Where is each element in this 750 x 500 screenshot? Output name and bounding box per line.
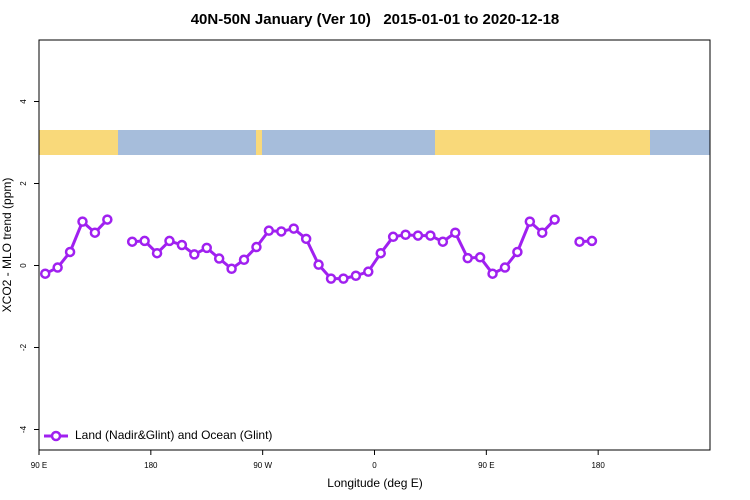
data-point [164, 235, 175, 247]
legend-label: Land (Nadir&Glint) and Ocean (Glint) [75, 428, 272, 442]
data-point [549, 214, 560, 225]
data-point [64, 246, 76, 258]
data-point [375, 247, 386, 259]
data-point [350, 270, 362, 281]
y-axis-label: XCO2 - MLO trend (ppm) [0, 178, 14, 313]
x-tick-label: 0 [372, 461, 377, 470]
x-tick-label: 180 [144, 461, 158, 470]
x-axis-label: Longitude (deg E) [327, 476, 422, 490]
data-point [77, 216, 88, 227]
data-point [437, 236, 449, 247]
data-point [450, 227, 461, 238]
x-tick-label: 90 E [478, 461, 494, 470]
data-point [338, 273, 349, 284]
chart-title: 40N-50N January (Ver 10) 2015-01-01 to 2… [191, 11, 560, 28]
data-point [586, 235, 598, 247]
data-point [263, 225, 275, 236]
x-tick-label: 90 E [31, 461, 47, 470]
data-point [363, 266, 374, 277]
data-point [288, 223, 299, 234]
data-point [276, 226, 287, 237]
data-point [201, 242, 212, 254]
legend-marker [50, 430, 62, 442]
data-point [176, 239, 188, 251]
data-point [425, 230, 436, 241]
data-point [487, 268, 498, 279]
data-point [189, 249, 200, 260]
data-point [412, 230, 424, 241]
land [435, 130, 650, 155]
data-point [52, 262, 63, 273]
map-strip [39, 130, 710, 155]
data-point [39, 268, 51, 279]
data-point [537, 227, 548, 238]
data-point [524, 216, 536, 227]
y-tick-label: 4 [19, 99, 28, 104]
data-point [89, 227, 101, 238]
data-point [300, 233, 312, 245]
data-point [126, 236, 138, 247]
data-point [213, 253, 225, 264]
y-tick-label: 0 [19, 263, 28, 268]
x-tick-label: 90 W [253, 461, 272, 470]
data-point [474, 252, 486, 263]
data-point [512, 246, 523, 258]
y-tick-label: -2 [19, 343, 28, 351]
data-point [462, 252, 473, 264]
data-point [574, 236, 585, 247]
data-point [387, 231, 399, 243]
data-point [499, 262, 511, 273]
data-point [102, 214, 113, 225]
x-tick-label: 180 [591, 461, 605, 470]
data-point [139, 235, 150, 247]
data-point [238, 254, 250, 266]
y-tick-label: -4 [19, 425, 28, 433]
data-point [313, 259, 324, 270]
data-point [325, 273, 337, 284]
land [256, 130, 262, 155]
data-point [400, 229, 411, 240]
land [39, 130, 118, 155]
data-point [251, 241, 262, 253]
data-point [151, 247, 163, 259]
y-tick-label: 2 [19, 181, 28, 186]
legend-item: Land (Nadir&Glint) and Ocean (Glint) [44, 428, 272, 442]
data-point [226, 263, 237, 275]
